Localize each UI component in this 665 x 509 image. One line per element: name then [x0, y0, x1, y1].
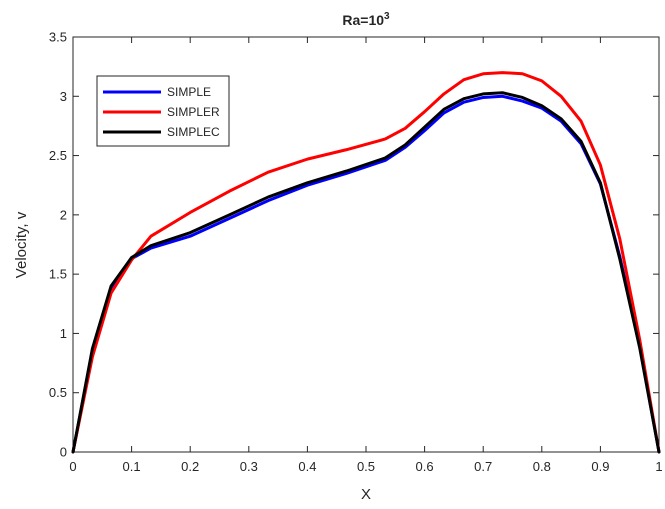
- x-tick-label: 1: [655, 459, 662, 474]
- legend-label-simpler: SIMPLER: [167, 105, 220, 119]
- x-tick-label: 0.7: [474, 459, 492, 474]
- x-tick-label: 0.6: [416, 459, 434, 474]
- ticks-layer: 0 0.1 0.2 0.3 0.4 0.5 0.6 0.7 0.8 0.9 1 0 0.5 1 1.5 2 2.…: [49, 30, 663, 475]
- x-tick-label: 0.5: [357, 459, 375, 474]
- legend: SIMPLE SIMPLER SIMPLEC: [96, 75, 230, 147]
- x-tick-label: 0.1: [123, 459, 141, 474]
- y-tick-label: 2.5: [49, 148, 67, 163]
- chart-title-exponent: 3: [384, 11, 390, 22]
- x-tick-label: 0.2: [181, 459, 199, 474]
- x-tick-label: 0.4: [298, 459, 316, 474]
- x-tick-label: 0.3: [240, 459, 258, 474]
- y-tick-label: 1.5: [49, 267, 67, 282]
- series-layer: [71, 71, 661, 454]
- x-tick-label: 0.9: [591, 459, 609, 474]
- x-tick-label: 0: [69, 459, 76, 474]
- y-tick-label: 0: [60, 445, 67, 460]
- x-axis-label: X: [361, 486, 371, 503]
- y-tick-label: 0.5: [49, 385, 67, 400]
- legend-label-simplec: SIMPLEC: [167, 125, 220, 139]
- series-line-simpler: [71, 71, 661, 454]
- legend-items: SIMPLE SIMPLER SIMPLEC: [103, 85, 220, 139]
- y-tick-label: 1: [60, 326, 67, 341]
- legend-label-simple: SIMPLE: [167, 85, 211, 99]
- series-line-simplec: [71, 91, 661, 454]
- y-tick-label: 3: [60, 89, 67, 104]
- chart-title: Ra=103: [342, 11, 390, 28]
- y-axis-label: Velocity, v: [13, 211, 30, 278]
- chart-title-base: Ra=10: [342, 12, 384, 28]
- y-tick-label: 3.5: [49, 30, 67, 45]
- y-tick-label: 2: [60, 207, 67, 222]
- x-tick-label: 0.8: [533, 459, 551, 474]
